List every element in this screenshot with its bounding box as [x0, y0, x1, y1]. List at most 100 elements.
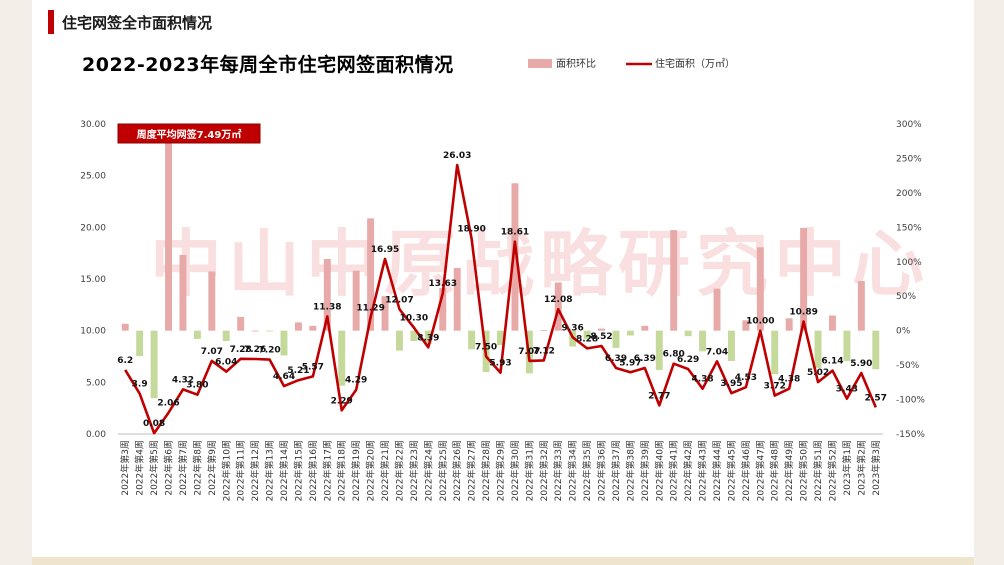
x-tick-label: 2023年第3周 — [870, 440, 882, 496]
bar — [439, 287, 447, 331]
x-tick-label: 2022年第39周 — [639, 440, 651, 501]
bar — [150, 330, 158, 399]
x-tick-label: 2022年第17周 — [321, 440, 333, 501]
bar — [294, 322, 302, 331]
x-tick-label: 2022年第38周 — [624, 440, 636, 501]
bar — [237, 316, 245, 331]
bar — [771, 330, 779, 375]
data-label: 7.20 — [258, 346, 280, 356]
x-tick-label: 2022年第20周 — [365, 440, 377, 501]
x-tick-label: 2022年第44周 — [711, 440, 723, 501]
x-tick-label: 2022年第6周 — [163, 440, 175, 496]
data-label: 2.06 — [157, 399, 179, 409]
bar — [424, 330, 432, 344]
x-tick-label: 2022年第36周 — [596, 440, 608, 501]
right-margin-band — [974, 0, 1004, 565]
x-tick-label: 2022年第23周 — [408, 440, 420, 501]
x-tick-label: 2022年第7周 — [177, 440, 189, 496]
bar — [727, 330, 735, 361]
x-tick-label: 2022年第28周 — [480, 440, 492, 501]
bar — [251, 330, 259, 332]
x-tick-label: 2022年第24周 — [422, 440, 434, 501]
x-tick-label: 2022年第35周 — [581, 440, 593, 501]
bar — [410, 330, 418, 341]
data-label: 10.30 — [400, 314, 428, 324]
bar — [785, 318, 793, 331]
bar — [626, 330, 634, 336]
y-right-tick-label: 0% — [896, 327, 911, 337]
y-right-tick-label: 250% — [896, 154, 922, 164]
left-margin-band — [0, 0, 32, 565]
data-label: 4.64 — [273, 372, 295, 382]
data-label: 2.77 — [648, 391, 670, 401]
bar — [756, 247, 764, 331]
x-tick-label: 2022年第26周 — [451, 440, 463, 501]
data-label: 8.39 — [417, 333, 439, 343]
x-tick-label: 2022年第41周 — [668, 440, 680, 501]
bar — [381, 296, 389, 331]
y-right-tick-label: 200% — [896, 189, 922, 199]
data-label: 2.29 — [331, 396, 353, 406]
data-label: 7.50 — [475, 343, 497, 353]
data-label: 0.08 — [143, 419, 165, 429]
data-label: 3.95 — [720, 379, 742, 389]
x-tick-label: 2022年第27周 — [466, 440, 478, 501]
bar — [684, 330, 692, 337]
data-label: 10.89 — [789, 307, 817, 317]
data-label: 4.32 — [172, 375, 194, 385]
bar — [323, 259, 331, 331]
bar — [583, 330, 591, 339]
x-tick-label: 2022年第10周 — [220, 440, 232, 501]
bar — [208, 271, 216, 331]
data-label: 6.80 — [663, 350, 685, 360]
bar — [554, 282, 562, 331]
data-label: 12.08 — [544, 295, 572, 305]
x-tick-label: 2022年第34周 — [567, 440, 579, 501]
data-label: 13.63 — [429, 279, 457, 289]
x-tick-label: 2022年第42周 — [682, 440, 694, 501]
legend-bar-swatch — [528, 59, 552, 68]
bar — [872, 330, 880, 370]
data-label: 5.93 — [489, 359, 511, 369]
x-tick-label: 2022年第37周 — [610, 440, 622, 501]
data-label: 4.38 — [691, 375, 713, 385]
y-right-tick-label: -150% — [896, 430, 925, 440]
x-tick-label: 2022年第25周 — [437, 440, 449, 501]
data-label: 5.90 — [850, 359, 872, 369]
data-label: 2.57 — [865, 393, 887, 403]
bottom-margin-band — [32, 557, 974, 565]
bar — [280, 330, 288, 356]
data-label: 5.57 — [302, 362, 324, 372]
x-tick-label: 2022年第22周 — [393, 440, 405, 501]
data-label: 6.04 — [215, 358, 237, 368]
data-label: 6.14 — [821, 357, 843, 367]
bar — [453, 267, 461, 331]
data-label: 8.28 — [576, 334, 598, 344]
x-tick-label: 2022年第19周 — [350, 440, 362, 501]
y-right-tick-label: 150% — [896, 223, 922, 233]
data-label: 7.26 — [244, 345, 266, 355]
bar — [699, 330, 707, 352]
section-title: 住宅网签全市面积情况 — [62, 14, 213, 32]
x-tick-label: 2022年第8周 — [191, 440, 203, 496]
y-left-tick-label: 30.00 — [80, 120, 106, 130]
data-label: 4.29 — [345, 376, 367, 386]
bar — [612, 330, 620, 348]
bar — [193, 330, 201, 339]
data-label: 5.02 — [807, 368, 829, 378]
data-label: 3.9 — [132, 380, 148, 390]
chart-title: 2022-2023年每周全市住宅网签面积情况 — [82, 54, 454, 76]
x-tick-label: 2023年第1周 — [841, 440, 853, 496]
x-tick-label: 2022年第18周 — [336, 440, 348, 501]
data-label: 3.72 — [764, 382, 786, 392]
x-tick-label: 2022年第32周 — [538, 440, 550, 501]
x-tick-label: 2022年第46周 — [740, 440, 752, 501]
x-tick-label: 2022年第47周 — [754, 440, 766, 501]
bar — [670, 230, 678, 331]
x-tick-label: 2022年第11周 — [235, 440, 247, 501]
bar — [511, 183, 519, 331]
bar — [352, 270, 360, 331]
x-tick-label: 2022年第30周 — [509, 440, 521, 501]
y-left-tick-label: 15.00 — [80, 275, 106, 285]
